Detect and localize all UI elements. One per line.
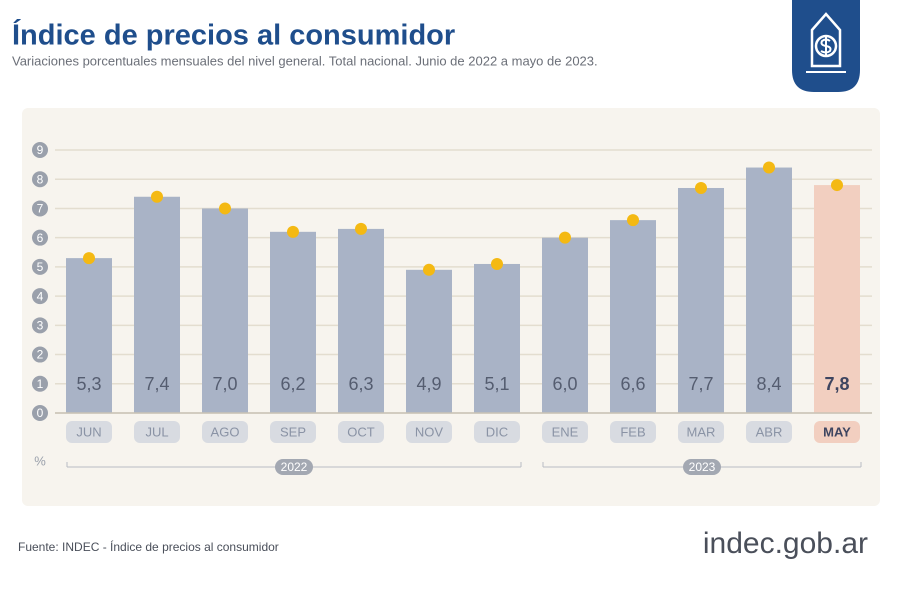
x-tick-label: DIC — [486, 424, 508, 439]
category-pill — [814, 421, 860, 443]
bar — [270, 231, 316, 413]
value-label: 4,9 — [416, 374, 441, 394]
x-tick-label: JUN — [76, 424, 101, 439]
value-label: 7,7 — [688, 374, 713, 394]
bar — [542, 237, 588, 413]
y-tick-label: 8 — [37, 172, 44, 186]
value-label: 6,3 — [348, 374, 373, 394]
y-tick-badge — [32, 258, 48, 275]
category-pill — [406, 421, 452, 443]
y-tick-label: 7 — [37, 202, 44, 216]
y-tick-badge — [32, 229, 48, 246]
chart-subtitle: Variaciones porcentuales mensuales del n… — [12, 53, 598, 68]
y-tick-label: 6 — [37, 231, 44, 245]
value-marker — [83, 252, 95, 265]
value-marker — [763, 161, 775, 174]
y-tick-label: 5 — [37, 260, 44, 274]
value-marker — [219, 202, 231, 215]
brand: indec.gob.ar — [703, 527, 868, 560]
x-tick-label: FEB — [620, 424, 645, 439]
bar — [678, 187, 724, 413]
x-tick-label: ABR — [756, 424, 783, 439]
y-tick-label: 1 — [37, 377, 44, 391]
year-label: 2022 — [281, 460, 308, 474]
category-pill — [610, 421, 656, 443]
x-tick-label: MAY — [823, 424, 851, 439]
value-label: 6,6 — [620, 374, 645, 394]
value-marker — [491, 257, 503, 270]
y-tick-badge — [32, 171, 48, 188]
bar — [338, 228, 384, 413]
y-tick-label: 9 — [37, 143, 44, 157]
x-tick-label: NOV — [415, 424, 444, 439]
logo-icon — [792, 0, 860, 92]
value-marker — [559, 231, 571, 244]
category-pill — [66, 421, 112, 443]
x-tick-label: AGO — [211, 424, 240, 439]
value-marker — [423, 263, 435, 276]
category-pill — [270, 421, 316, 443]
value-label: 6,0 — [552, 374, 577, 394]
bar — [406, 269, 452, 413]
source: Fuente: INDEC - Índice de precios al con… — [18, 539, 279, 554]
x-tick-label: MAR — [687, 424, 716, 439]
value-label: 5,1 — [484, 374, 509, 394]
value-marker — [355, 222, 367, 235]
value-marker — [627, 214, 639, 227]
value-marker — [695, 181, 707, 194]
y-tick-label: 2 — [37, 348, 44, 362]
value-label: 5,3 — [76, 374, 101, 394]
y-tick-badge — [32, 346, 48, 363]
x-tick-label: OCT — [347, 424, 375, 439]
bar — [134, 196, 180, 413]
category-pill — [338, 421, 384, 443]
category-pill — [678, 421, 724, 443]
y-tick-badge — [32, 288, 48, 305]
bar — [202, 208, 248, 413]
bar — [814, 185, 860, 413]
category-pill — [542, 421, 588, 443]
x-tick-label: SEP — [280, 424, 306, 439]
category-pill — [202, 421, 248, 443]
value-marker — [831, 179, 843, 192]
value-label: 7,4 — [144, 374, 169, 394]
y-tick-badge — [32, 142, 48, 158]
bar — [474, 263, 520, 413]
value-label: 7,0 — [212, 374, 237, 394]
value-label: 8,4 — [756, 374, 781, 394]
bar — [66, 258, 112, 413]
y-tick-badge — [32, 317, 48, 334]
year-pill — [683, 459, 721, 475]
y-tick-badge — [32, 375, 48, 392]
y-tick-label: 4 — [37, 289, 44, 303]
year-pill — [275, 459, 313, 475]
value-label: 6,2 — [280, 374, 305, 394]
category-pill — [746, 421, 792, 443]
y-tick-badge — [32, 405, 48, 421]
value-marker — [287, 225, 299, 238]
y-tick-label: 3 — [37, 319, 44, 333]
x-tick-label: ENE — [552, 424, 579, 439]
y-unit: % — [34, 453, 46, 468]
value-marker — [151, 190, 163, 203]
bar — [610, 220, 656, 413]
year-label: 2023 — [689, 460, 716, 474]
chart-title: Índice de precios al consumidor — [12, 18, 455, 52]
value-label: 7,8 — [824, 374, 849, 394]
category-pill — [474, 421, 520, 443]
y-tick-badge — [32, 200, 48, 217]
x-tick-label: JUL — [145, 424, 168, 439]
y-tick-label: 0 — [37, 406, 44, 420]
category-pill — [134, 421, 180, 443]
bar — [746, 167, 792, 413]
